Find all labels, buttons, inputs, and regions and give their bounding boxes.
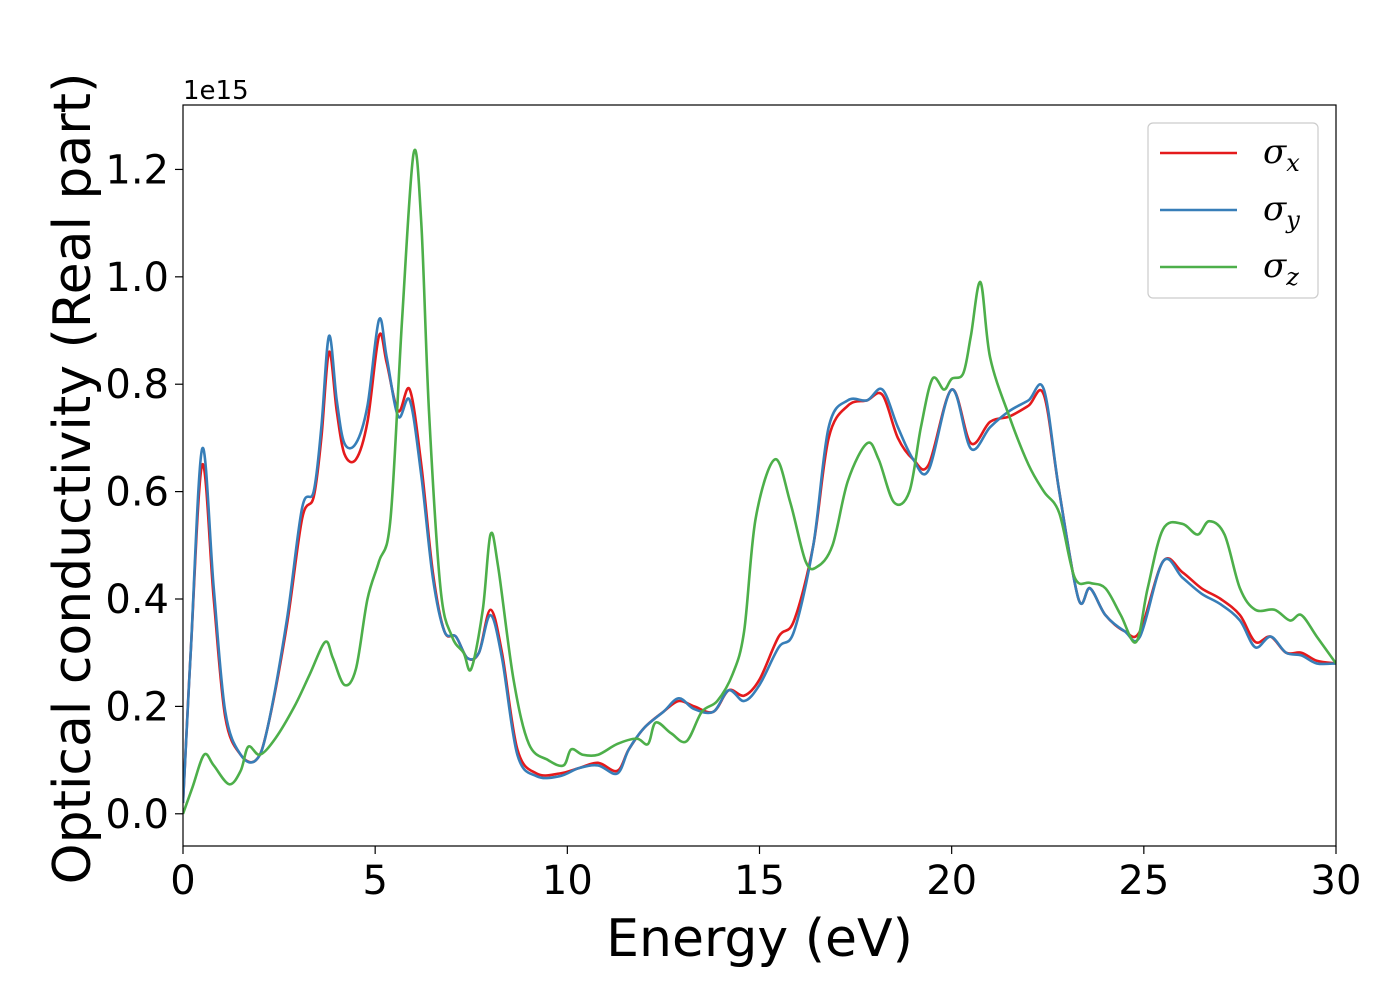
y-axis-ticks: 0.0 0.2 0.4 0.6 0.8 1.0 1.2 [105,147,183,838]
legend: σx σy σz [1147,122,1319,299]
y-tick-label: 1.2 [105,147,169,193]
x-axis-title: Energy (eV) [606,909,913,969]
legend-entry-y: σy [1263,189,1300,234]
series-line-z [183,148,1336,815]
legend-entry-z: σz [1263,246,1299,291]
x-tick-label: 15 [734,858,785,904]
y-axis-offset-label: 1e15 [183,76,249,106]
y-tick-label: 0.6 [105,470,169,516]
x-tick-label: 25 [1118,858,1169,904]
legend-entry-x: σx [1263,132,1300,177]
x-tick-label: 5 [362,858,387,904]
y-tick-label: 0.8 [105,362,169,408]
x-tick-label: 30 [1311,858,1362,904]
y-tick-label: 0.4 [105,577,169,623]
y-tick-label: 0.2 [105,684,169,730]
series-layer [183,148,1336,815]
series-line-y [183,317,1336,804]
series-line-x [183,332,1336,804]
y-tick-label: 1.0 [105,255,169,301]
x-axis-ticks: 0 5 10 15 20 25 30 [170,846,1361,904]
y-axis-title: Optical conductivity (Real part) [43,73,103,885]
x-tick-label: 10 [542,858,593,904]
x-tick-label: 20 [926,858,977,904]
x-tick-label: 0 [170,858,195,904]
y-tick-label: 0.0 [105,792,169,838]
